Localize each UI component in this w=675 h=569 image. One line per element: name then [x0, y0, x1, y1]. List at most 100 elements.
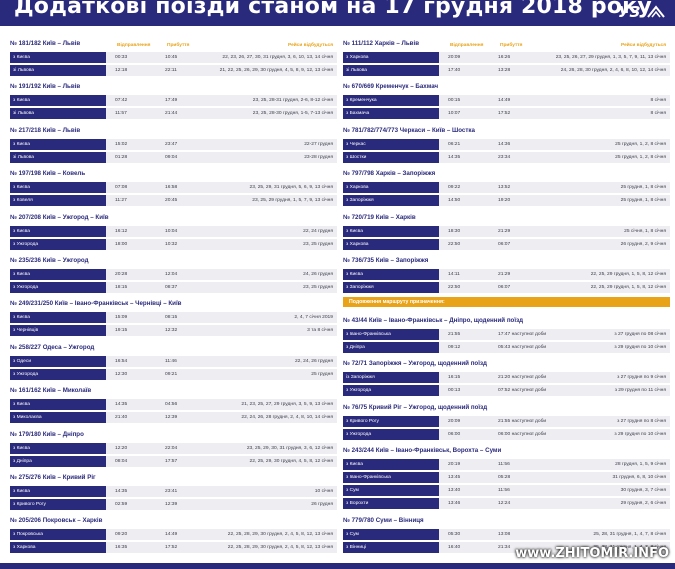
- run-days: 22-27 грудня: [304, 141, 333, 147]
- schedule-row: з Києва 14:35 04:56 21, 23, 25, 27, 29 груд…: [10, 399, 337, 411]
- train-title: № 779/780 Суми – Вінниця: [343, 516, 424, 524]
- arrival-time: 21:34: [498, 544, 511, 550]
- run-days: 25 січня, 1, 8 січня: [624, 228, 666, 234]
- station-label: зі Львова: [343, 65, 439, 76]
- arrival-time: 08:37: [165, 284, 178, 290]
- run-days: 22, 24 грудня: [303, 228, 333, 234]
- departure-time: 01:28: [115, 154, 128, 160]
- departure-time: 09:12: [448, 344, 461, 350]
- train-title: № 249/231/250 Київ – Івано-Франківськ – …: [10, 300, 182, 308]
- schedule-row: зі Львова 11:57 21:44 23, 25, 28-30 грудня,…: [10, 108, 337, 120]
- station-label: з Шостки: [343, 151, 439, 163]
- station-label: з Києва: [10, 52, 106, 63]
- arrival-time: 13:28: [498, 68, 511, 73]
- train-block: № 161/162 Київ – Миколаїв з Києва 14:35 04:…: [10, 383, 337, 424]
- arrival-time: 14:49: [165, 532, 178, 538]
- departure-time: 20:19: [448, 462, 461, 468]
- run-days: 23, 25, 28-31 грудня, 2-6, 8-12 січня: [252, 98, 333, 104]
- schedule-row: зі Львова 17:40 13:28 24, 26, 28, 30 грудня…: [343, 65, 670, 76]
- schedule-row: з Запоріжжя 22:50 06:07 22, 25, 29 грудня, …: [343, 281, 670, 293]
- departure-time: 12:20: [115, 445, 128, 451]
- departure-time: 09:22: [448, 185, 461, 191]
- station-label: зі Львова: [10, 108, 106, 120]
- station-label: з Києва: [10, 225, 106, 237]
- station-label: зі Львова: [10, 151, 106, 163]
- train-block: № 191/192 Київ – Львів з Києва 07:42 17:49 2…: [10, 79, 337, 120]
- arrival-time: 13:08: [498, 531, 511, 537]
- run-days: 31 грудня, 6, 8, 10 січня: [612, 475, 666, 481]
- train-title: № 781/782/774/773 Черкаси – Київ – Шостк…: [343, 126, 475, 134]
- arrival-time: 21:29: [498, 271, 511, 277]
- arrival-time: 21:44: [165, 111, 178, 117]
- departure-time: 14:50: [448, 198, 461, 204]
- schedule-row: з Харкова 16:35 17:52 22, 25, 28, 29, 30 гр…: [10, 542, 337, 554]
- train-block: № 779/780 Суми – Вінниця з Сум 05:30 13:08 2…: [343, 513, 670, 553]
- station-label: з Києва: [10, 138, 106, 150]
- run-days: 22, 24, 26, 28 грудня, 2, 4, 8, 10, 14 с…: [241, 415, 333, 421]
- train-title: № 207/208 Київ – Ужгород – Київ: [10, 213, 109, 221]
- schedule-row: з Чернівців 19:15 12:32 3 та 8 січня: [10, 325, 337, 337]
- station-label: з Ужгорода: [10, 368, 106, 380]
- station-label: з Києва: [343, 225, 439, 237]
- train-title: № 217/218 Київ – Львів: [10, 126, 81, 134]
- departure-time: 13:40: [448, 488, 461, 494]
- departure-time: 14:11: [448, 271, 460, 277]
- train-title: № 670/669 Кременчук – Бахмач: [343, 83, 439, 91]
- station-label: з Кривого Рогу: [343, 415, 439, 427]
- run-days: 29 грудня, 2, 6 січня: [620, 501, 666, 507]
- station-label: з Харкова: [343, 238, 439, 250]
- arrival-header: Прибуття: [500, 43, 523, 48]
- run-days: 10 січня: [314, 488, 333, 494]
- schedule-row: з Сум 05:30 13:08 25, 28, 31 грудня, 1, 4, …: [343, 528, 670, 540]
- run-days: 23, 25, 26, 27, 29 грудня, 1, 3, 5, 7, 9…: [555, 55, 666, 60]
- run-days: 22, 24, 26 грудня: [294, 358, 333, 364]
- run-days: 26 грудня: [311, 501, 333, 507]
- schedule-row: з Дніпра 09:12 05:43 наступної доби з 29 гр…: [343, 341, 670, 353]
- days-header: Рейси відбудуться: [287, 43, 333, 48]
- train-block: № 275/276 Київ – Кривий Ріг з Києва 14:35 2…: [10, 470, 337, 510]
- schedule-row: з Ужгорода 18:15 08:37 23, 25 грудня: [10, 281, 337, 293]
- run-days: з 27 грудня по 8 січня: [617, 418, 666, 424]
- departure-time: 21:40: [115, 415, 128, 421]
- run-days: 3 та 8 січня: [307, 328, 333, 334]
- schedule-row: з Харкова 09:22 13:52 25 грудня, 1, 8 січня: [343, 182, 670, 194]
- arrival-time: 23:34: [498, 154, 511, 160]
- run-days: 2, 4, 7 січня 2019: [294, 315, 333, 321]
- departure-time: 20:28: [115, 271, 128, 277]
- departure-time: 21:55: [448, 331, 461, 337]
- train-block: № 205/206 Покровськ – Харків з Покровська…: [10, 513, 337, 554]
- arrival-time: 08:15: [165, 315, 178, 321]
- station-label: з Києва: [343, 268, 439, 280]
- arrival-time: 17:52: [498, 111, 511, 117]
- train-title: № 197/198 Київ – Ковель: [10, 170, 86, 178]
- station-label: з Ужгорода: [343, 428, 439, 440]
- station-label: з Сум: [343, 485, 439, 497]
- departure-time: 06:21: [448, 141, 461, 147]
- departure-time: 15:02: [115, 141, 128, 147]
- schedule-row: з Києва 15:09 08:15 2, 4, 7 січня 2019: [10, 312, 337, 324]
- schedule-row: з Києва 12:20 22:04 23, 25, 29, 30, 31 груд…: [10, 442, 337, 454]
- schedule-row: з Києва 16:12 10:04 22, 24 грудня: [10, 225, 337, 237]
- station-label: зі Львова: [10, 65, 106, 76]
- station-label: з Дніпра: [343, 341, 439, 353]
- station-label: з Ужгорода: [343, 385, 439, 397]
- run-days: 25 грудня: [311, 371, 333, 377]
- departure-time: 16:40: [448, 544, 461, 550]
- schedule-row: з Кривого Рогу 02:59 12:39 26 грудня: [10, 498, 337, 510]
- departure-time: 18:00: [115, 241, 128, 247]
- arrival-time: 10:32: [165, 241, 178, 247]
- run-days: 24, 26 грудня: [303, 271, 333, 277]
- station-label: з Харкова: [343, 52, 439, 63]
- station-label: з Кривого Рогу: [10, 498, 106, 510]
- departure-time: 11:27: [115, 198, 127, 204]
- run-days: 23, 25, 29, 31 грудня, 5, 6, 9, 13 січня: [249, 185, 333, 191]
- schedule-row: з Харкова 22:50 06:07 26 грудня, 2, 9 січня: [343, 238, 670, 250]
- arrival-time: 11:46: [165, 358, 177, 364]
- train-block: № 197/198 Київ – Ковель з Києва 07:08 16:58…: [10, 166, 337, 207]
- schedule-row: з Івано-Франківська 21:55 17:47 наступної …: [343, 328, 670, 340]
- arrival-time: 21:20 наступної доби: [498, 375, 547, 381]
- departure-time: 14:35: [448, 154, 461, 160]
- schedule-row: з Києва 07:42 17:49 23, 25, 28-31 грудня, 2…: [10, 95, 337, 107]
- station-label: з Києва: [10, 95, 106, 107]
- train-block: № 670/669 Кременчук – Бахмач з Кременчука…: [343, 79, 670, 120]
